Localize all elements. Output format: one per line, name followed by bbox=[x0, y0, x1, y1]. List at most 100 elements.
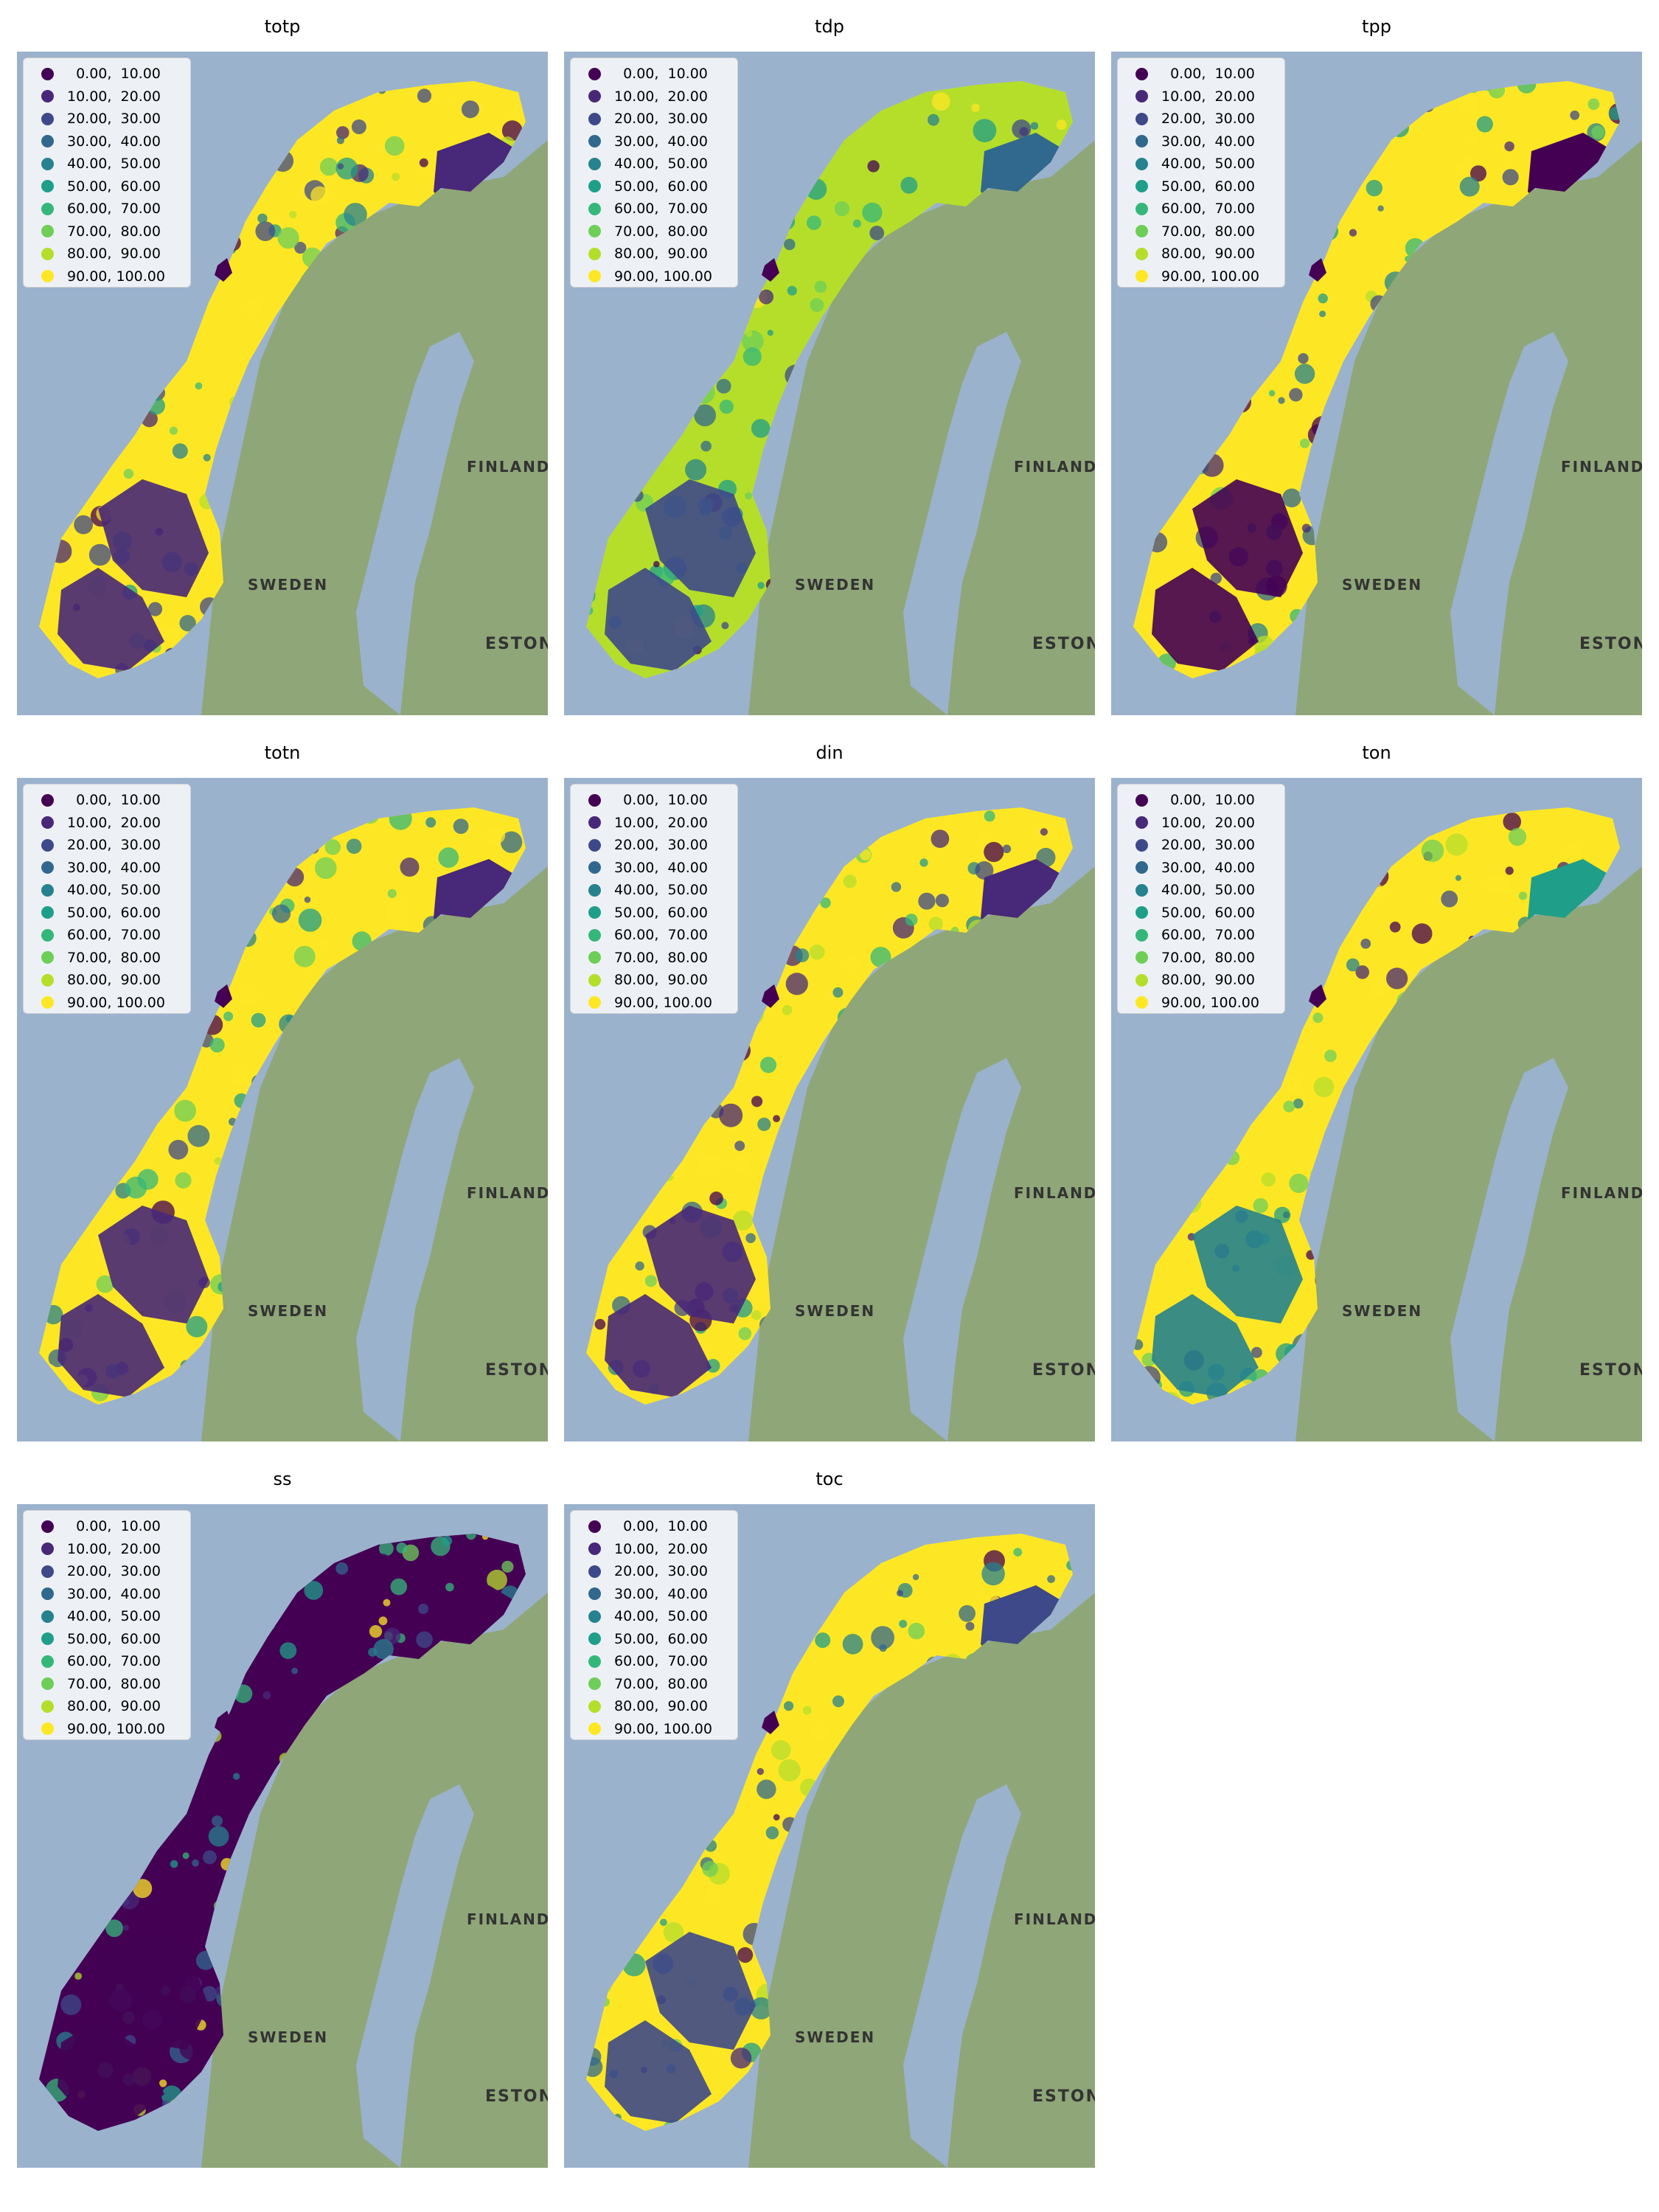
legend-entry: 40.00, 50.00 bbox=[578, 879, 737, 902]
legend-entry: 90.00, 100.00 bbox=[31, 1718, 190, 1741]
legend-entry: 70.00, 80.00 bbox=[31, 1673, 190, 1696]
legend-entry: 50.00, 60.00 bbox=[578, 1628, 737, 1651]
legend-entry: 70.00, 80.00 bbox=[1125, 947, 1284, 970]
legend-entry: 70.00, 80.00 bbox=[31, 947, 190, 970]
legend-entry: 60.00, 70.00 bbox=[1125, 198, 1284, 220]
legend-entry: 10.00, 20.00 bbox=[31, 86, 190, 108]
legend-marker bbox=[588, 180, 601, 193]
legend-entry: 90.00, 100.00 bbox=[578, 1718, 737, 1741]
map-title: totn bbox=[264, 742, 301, 763]
legend-marker bbox=[1135, 135, 1148, 148]
land-estonia bbox=[481, 612, 548, 715]
land-estonia bbox=[1576, 612, 1642, 715]
legend-marker bbox=[41, 816, 54, 830]
legend-label: 90.00, 100.00 bbox=[67, 994, 165, 1011]
place-label-sweden: SWEDEN bbox=[1342, 1302, 1422, 1320]
legend-marker bbox=[41, 1700, 54, 1713]
gulf-of-bothnia bbox=[1450, 332, 1568, 715]
legend-label: 90.00, 100.00 bbox=[614, 994, 712, 1011]
map-legend: 0.00, 10.00 10.00, 20.00 20.00, 30.00 30.00… bbox=[570, 1510, 738, 1740]
map-legend: 0.00, 10.00 10.00, 20.00 20.00, 30.00 30.00… bbox=[23, 1510, 191, 1740]
place-label-estonia: ESTONI bbox=[1032, 1361, 1095, 1380]
place-label-sweden: SWEDEN bbox=[248, 2028, 328, 2046]
region-south-norway bbox=[645, 1206, 756, 1324]
legend-marker bbox=[41, 1543, 54, 1556]
map-panel-din: din SWEDEN FINLAND ESTONI 0.00, 10.00 10.00… bbox=[564, 742, 1095, 1441]
legend-entry: 40.00, 50.00 bbox=[578, 153, 737, 175]
legend-entry: 40.00, 50.00 bbox=[31, 879, 190, 902]
land-sweden-finland bbox=[201, 866, 548, 1441]
region-south-norway bbox=[605, 568, 712, 671]
legend-entry: 70.00, 80.00 bbox=[1125, 220, 1284, 243]
map-panel-ss: ss SWEDEN FINLAND ESTONI 0.00, 10.00 10.00,… bbox=[17, 1469, 548, 2168]
map-panel-totp: totp SWEDEN FINLAND ESTONI 0.00, 10.00 10.0… bbox=[17, 16, 548, 715]
legend-marker bbox=[588, 996, 601, 1009]
legend-label: 10.00, 20.00 bbox=[67, 88, 161, 105]
legend-label: 70.00, 80.00 bbox=[67, 949, 161, 966]
legend-entry: 10.00, 20.00 bbox=[578, 86, 737, 108]
region-south-norway bbox=[58, 1294, 164, 1397]
legend-label: 60.00, 70.00 bbox=[614, 1653, 708, 1670]
legend-marker bbox=[41, 951, 54, 964]
legend-marker bbox=[1135, 816, 1148, 830]
legend-entry: 20.00, 30.00 bbox=[31, 834, 190, 857]
legend-label: 0.00, 10.00 bbox=[1161, 66, 1255, 83]
legend-label: 90.00, 100.00 bbox=[1161, 994, 1259, 1011]
island-polygon bbox=[215, 1711, 232, 1734]
region-south-norway bbox=[605, 2020, 712, 2124]
legend-marker bbox=[41, 838, 54, 852]
legend-marker bbox=[588, 1722, 601, 1736]
legend-label: 60.00, 70.00 bbox=[614, 201, 708, 218]
legend-entry: 90.00, 100.00 bbox=[1125, 992, 1284, 1015]
legend-label: 50.00, 60.00 bbox=[67, 904, 161, 921]
legend-label: 20.00, 30.00 bbox=[614, 111, 708, 128]
gulf-of-bothnia bbox=[356, 1784, 474, 2168]
legend-marker bbox=[41, 112, 54, 125]
map-panel-toc: toc SWEDEN FINLAND ESTONI 0.00, 10.00 10.00… bbox=[564, 1469, 1095, 2168]
legend-entry: 60.00, 70.00 bbox=[1125, 924, 1284, 947]
map-panel-totn: totn SWEDEN FINLAND ESTONI 0.00, 10.00 10.0… bbox=[17, 742, 548, 1441]
legend-label: 10.00, 20.00 bbox=[614, 88, 708, 105]
legend-entry: 30.00, 40.00 bbox=[31, 857, 190, 880]
legend-marker bbox=[588, 1700, 601, 1713]
legend-label: 70.00, 80.00 bbox=[1161, 223, 1255, 240]
legend-entry: 50.00, 60.00 bbox=[578, 175, 737, 198]
legend-marker bbox=[41, 67, 54, 80]
gulf-of-bothnia bbox=[903, 332, 1021, 715]
legend-entry: 80.00, 90.00 bbox=[31, 243, 190, 265]
legend-label: 80.00, 90.00 bbox=[614, 972, 708, 989]
legend-entry: 90.00, 100.00 bbox=[31, 992, 190, 1015]
legend-label: 0.00, 10.00 bbox=[1161, 792, 1255, 809]
legend-label: 10.00, 20.00 bbox=[1161, 814, 1255, 831]
map-title: toc bbox=[815, 1469, 844, 1489]
legend-label: 50.00, 60.00 bbox=[67, 1630, 161, 1647]
legend-label: 60.00, 70.00 bbox=[1161, 927, 1255, 944]
legend-entry: 50.00, 60.00 bbox=[1125, 902, 1284, 925]
legend-marker bbox=[1135, 838, 1148, 852]
legend-label: 10.00, 20.00 bbox=[614, 1540, 708, 1557]
legend-marker bbox=[588, 1610, 601, 1623]
legend-marker bbox=[588, 112, 601, 125]
place-label-estonia: ESTONI bbox=[485, 635, 548, 653]
legend-entry: 40.00, 50.00 bbox=[1125, 153, 1284, 175]
legend-marker bbox=[588, 1587, 601, 1601]
legend-entry: 30.00, 40.00 bbox=[578, 131, 737, 153]
legend-entry: 80.00, 90.00 bbox=[1125, 969, 1284, 992]
legend-label: 50.00, 60.00 bbox=[614, 904, 708, 921]
island-polygon bbox=[215, 984, 232, 1008]
legend-entry: 30.00, 40.00 bbox=[31, 1583, 190, 1606]
legend-marker bbox=[41, 1610, 54, 1623]
legend-marker bbox=[41, 1722, 54, 1736]
legend-label: 80.00, 90.00 bbox=[614, 246, 708, 262]
legend-label: 80.00, 90.00 bbox=[67, 246, 161, 262]
legend-marker bbox=[41, 157, 54, 170]
legend-label: 80.00, 90.00 bbox=[1161, 246, 1255, 262]
region-south-norway bbox=[1152, 568, 1259, 671]
legend-label: 0.00, 10.00 bbox=[67, 792, 161, 809]
legend-marker bbox=[41, 1655, 54, 1668]
legend-entry: 60.00, 70.00 bbox=[578, 1650, 737, 1673]
legend-marker bbox=[41, 135, 54, 148]
place-label-finland: FINLAND bbox=[467, 1910, 548, 1928]
island-polygon bbox=[1309, 258, 1326, 282]
legend-marker bbox=[588, 838, 601, 852]
